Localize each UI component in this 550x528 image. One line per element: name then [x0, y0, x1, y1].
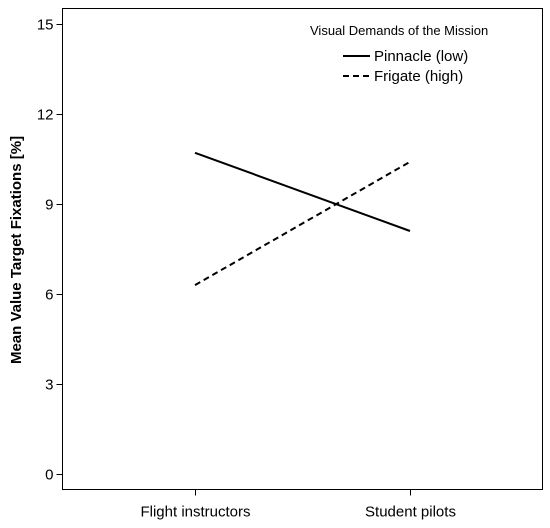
- y-tick-label-0: 0: [45, 467, 53, 484]
- y-axis: 0 3 6 9 12 15: [37, 17, 63, 484]
- y-tick-label-3: 3: [45, 377, 53, 394]
- legend-label-pinnacle: Pinnacle (low): [374, 48, 468, 65]
- series-line-0: [194, 151, 411, 232]
- x-axis: Flight instructors Student pilots: [140, 489, 456, 521]
- legend: Visual Demands of the Mission Pinnacle (…: [310, 23, 488, 85]
- y-tick-label-15: 15: [37, 17, 54, 34]
- y-tick-label-12: 12: [37, 107, 54, 124]
- plot-frame: [62, 8, 543, 490]
- x-tick-label-0: Flight instructors: [140, 504, 250, 521]
- y-tick-label-6: 6: [45, 287, 53, 304]
- x-tick-label-1: Student pilots: [365, 504, 456, 521]
- legend-label-frigate: Frigate (high): [374, 68, 463, 85]
- legend-title: Visual Demands of the Mission: [310, 23, 488, 38]
- y-tick-label-9: 9: [45, 197, 53, 214]
- series-line-1: [194, 160, 411, 286]
- series-layer: [194, 151, 411, 286]
- y-axis-title: Mean Value Target Fixations [%]: [8, 136, 25, 364]
